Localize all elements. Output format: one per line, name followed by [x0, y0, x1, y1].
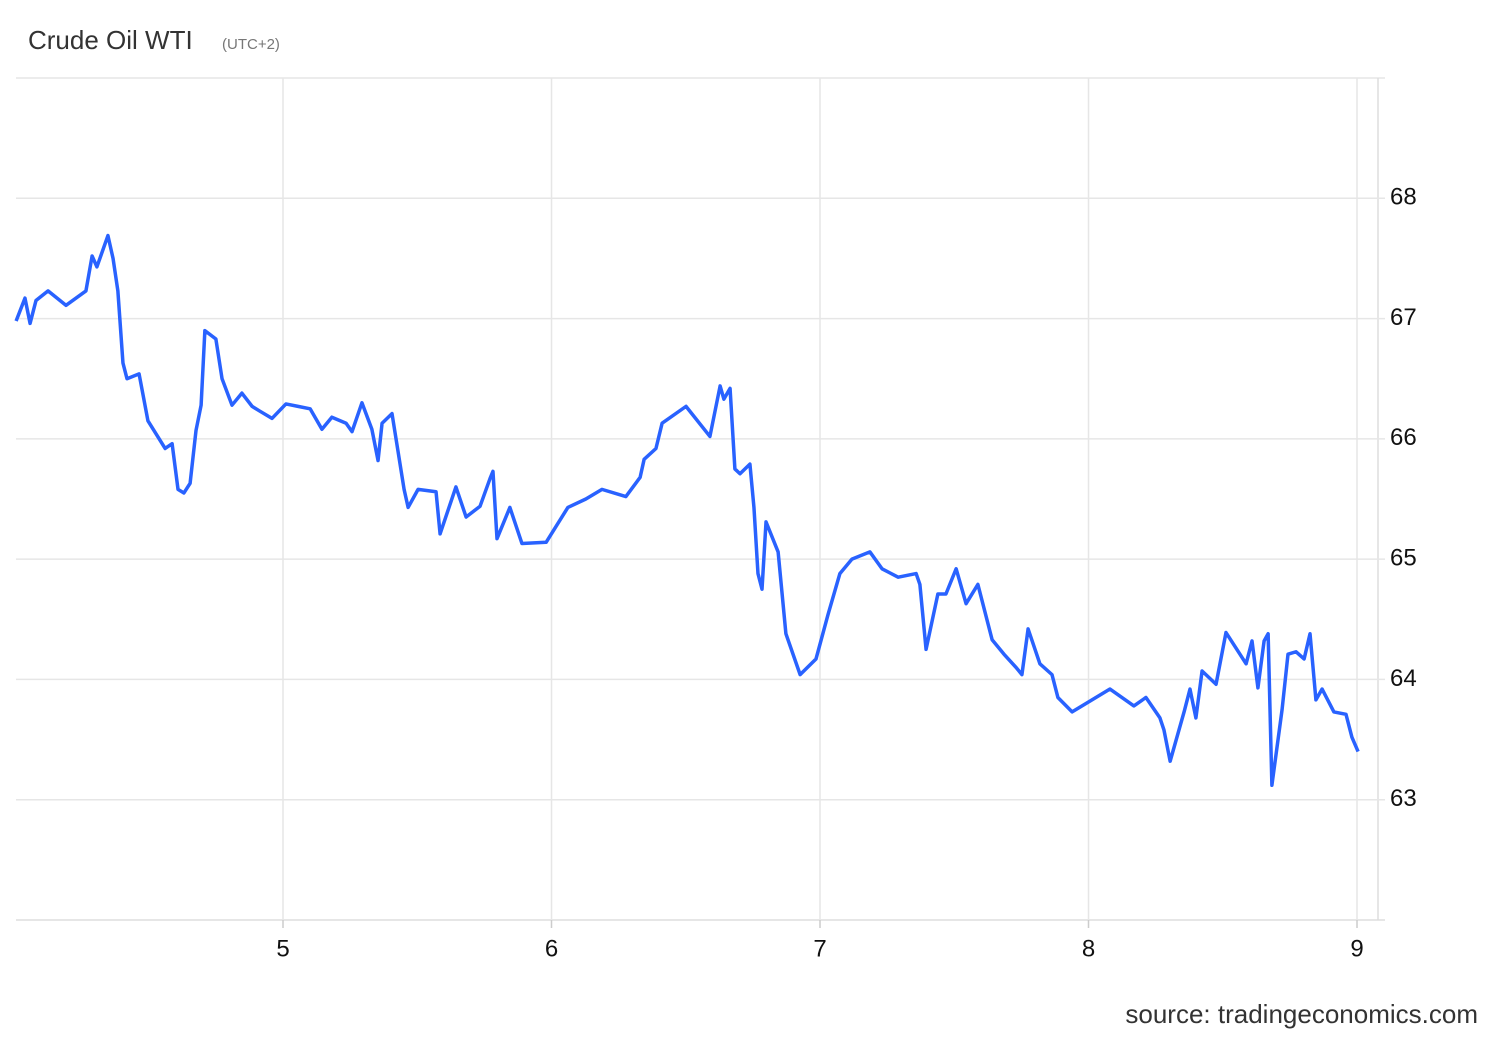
y-tick-label: 68	[1390, 184, 1417, 211]
source-note: source: tradingeconomics.com	[1125, 999, 1478, 1029]
x-tick-label: 6	[545, 935, 558, 962]
chart-subtitle: (UTC+2)	[222, 36, 280, 53]
y-tick-label: 63	[1390, 785, 1417, 812]
x-tick-label: 8	[1082, 935, 1095, 962]
price-line	[14, 233, 1360, 788]
y-tick-label: 67	[1390, 304, 1417, 331]
y-tick-label: 65	[1390, 544, 1417, 571]
x-tick-label: 7	[813, 935, 826, 962]
chart-title: Crude Oil WTI	[28, 25, 193, 55]
y-tick-label: 64	[1390, 665, 1417, 692]
x-tick-label: 5	[276, 935, 289, 962]
x-tick-label: 9	[1350, 935, 1363, 962]
y-tick-label: 66	[1390, 424, 1417, 451]
